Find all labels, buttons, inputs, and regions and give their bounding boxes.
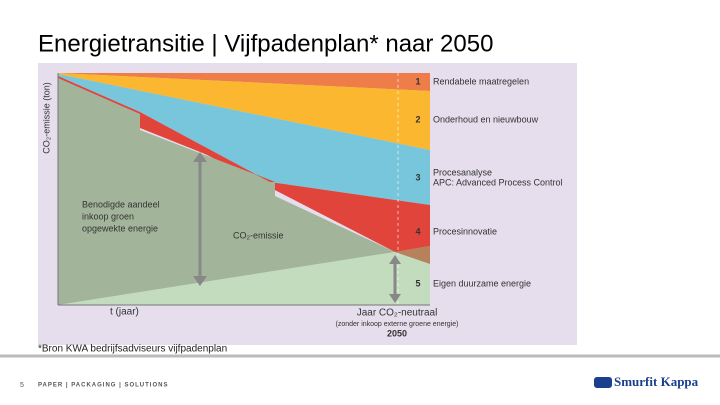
- diagram: CO₂-emissie (ton) t (jaar) Benodigde aan…: [38, 63, 577, 345]
- x-axis-label: t (jaar): [110, 307, 139, 318]
- path-label: Eigen duurzame energie: [433, 278, 531, 288]
- band-3: [58, 74, 430, 205]
- path-number: 2: [415, 114, 420, 124]
- emission-annotation: CO₂-emissie: [233, 230, 284, 240]
- path-label: Procesanalyse: [433, 167, 492, 177]
- path-label: Procesinnovatie: [433, 226, 497, 236]
- emission-area: [58, 78, 395, 305]
- neutral-label: Jaar CO₂-neutraal: [357, 308, 438, 319]
- logo-icon: [594, 377, 612, 388]
- overlap: [395, 246, 430, 264]
- path-number: 5: [415, 278, 420, 288]
- y-axis-label: CO₂-emissie (ton): [41, 82, 51, 154]
- band-5: [58, 246, 430, 305]
- arrow-head: [389, 294, 401, 303]
- page-number: 5: [20, 382, 24, 389]
- path-number: 3: [415, 172, 420, 182]
- path-number: 4: [415, 226, 420, 236]
- annotation-line: inkoop groen: [82, 211, 134, 221]
- green-annotation: Benodigde aandeel inkoop groen opgewekte…: [82, 199, 160, 233]
- arrow-head: [389, 255, 401, 264]
- arrows: [193, 152, 401, 303]
- slide-title: Energietransitie | Vijfpadenplan* naar 2…: [38, 30, 493, 57]
- path-label: Rendabele maatregelen: [433, 76, 529, 86]
- annotation-line: Benodigde aandeel: [82, 199, 160, 209]
- footnote: *Bron KWA bedrijfsadviseurs vijfpadenpla…: [38, 344, 227, 355]
- path-label: APC: Advanced Process Control: [433, 177, 563, 187]
- annotation-line: opgewekte energie: [82, 223, 158, 233]
- path-number: 1: [415, 76, 420, 86]
- logo-text: Smurfit Kappa: [614, 374, 699, 389]
- band-2: [58, 73, 430, 150]
- footer-tagline: PAPER | PACKAGING | SOLUTIONS: [38, 383, 168, 389]
- path-label: Onderhoud en nieuwbouw: [433, 114, 539, 124]
- neutral-note: (zonder inkoop externe groene energie): [336, 321, 459, 328]
- arrow-head: [193, 152, 207, 162]
- path-legend: 1 Rendabele maatregelen 2 Onderhoud en nieu…: [415, 76, 562, 288]
- neutral-year: 2050: [387, 328, 407, 338]
- arrow-head: [193, 276, 207, 286]
